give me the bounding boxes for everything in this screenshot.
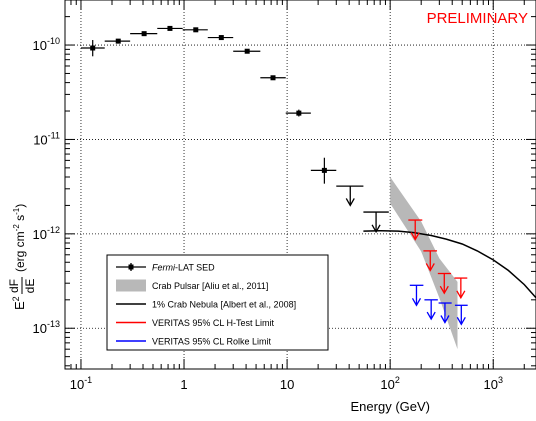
legend-swatch-band xyxy=(116,279,146,292)
y-label-unit-close: ) xyxy=(13,204,27,208)
rolke-ul-3-head xyxy=(456,317,466,326)
legend-label-0: Fermi-LAT SED xyxy=(152,263,215,273)
crab-nebula-line xyxy=(363,229,536,299)
legend-entry-0: Fermi-LAT SED xyxy=(116,263,215,273)
rolke-ul-0 xyxy=(409,284,424,307)
fermi-point-6 xyxy=(233,48,261,54)
fermi-marker xyxy=(218,35,224,41)
crab-nebula-line-layer xyxy=(363,229,536,299)
rolke-ul-0-head xyxy=(411,297,422,307)
fermi-point-1 xyxy=(104,38,131,44)
fermi-point-3 xyxy=(157,25,183,31)
htest-ul-2 xyxy=(437,272,452,295)
y-tick-label-3: 10-10 xyxy=(33,36,60,53)
crab-pulsar-band-layer xyxy=(390,177,458,350)
htest-ul-0 xyxy=(408,219,423,241)
legend-label-2: 1% Crab Nebula [Albert et al., 2008] xyxy=(152,300,296,310)
rolke-ul-2 xyxy=(438,302,452,324)
rolke-ul-3 xyxy=(454,304,468,326)
x-tick-label-3: 102 xyxy=(380,375,399,392)
fermi-marker xyxy=(141,31,147,37)
y-label-unit-mid: s xyxy=(13,215,27,224)
htest-ul-0-head xyxy=(410,232,420,241)
htest-ul-1-head xyxy=(425,263,435,272)
legend-box xyxy=(106,254,329,351)
legend-entry-4: VERITAS 95% CL Rolke Limit xyxy=(116,337,272,347)
fermi-point-2 xyxy=(130,31,158,37)
fermi-marker xyxy=(193,27,199,33)
legend-label-3: VERITAS 95% CL H-Test Limit xyxy=(152,318,275,328)
fermi-point-9 xyxy=(310,157,337,184)
fermi-marker xyxy=(321,167,327,173)
y-label-unit-sup1: -2 xyxy=(12,224,21,232)
legend-label-1: Crab Pulsar [Aliu et al., 2011] xyxy=(152,281,268,291)
htest-ul-1 xyxy=(423,250,438,272)
y-label-frac-num: dF xyxy=(7,279,21,293)
svg-text:(erg cm-2 s-1): (erg cm-2 s-1) xyxy=(12,204,27,272)
y-axis-label: E2 dF dE (erg cm-2 s-1) xyxy=(7,204,37,310)
legend-swatch-marker xyxy=(128,264,134,270)
x-tick-label-4: 103 xyxy=(483,375,502,392)
y-label-e: E xyxy=(12,301,27,310)
fermi-ul-1 xyxy=(363,211,389,234)
x-axis-label: Energy (GeV) xyxy=(351,399,430,414)
crab-pulsar-band xyxy=(390,177,458,350)
rolke-ul-2-head xyxy=(440,315,450,324)
fermi-marker xyxy=(244,48,250,54)
rolke-ul-1-head xyxy=(426,311,436,321)
legend-entry-3: VERITAS 95% CL H-Test Limit xyxy=(116,318,275,328)
legend-entry-2: 1% Crab Nebula [Albert et al., 2008] xyxy=(116,300,296,310)
y-label-frac-den: dE xyxy=(23,279,37,294)
fermi-marker xyxy=(296,110,302,116)
fermi-point-4 xyxy=(182,27,208,33)
htest-ul-3 xyxy=(454,277,468,300)
x-tick-label-0: 10-1 xyxy=(70,375,92,392)
fermi-point-5 xyxy=(207,35,234,41)
rolke-ul-1 xyxy=(424,299,438,321)
fermi-ul-0-head xyxy=(345,198,355,207)
legend: Fermi-LAT SED Crab Pulsar [Aliu et al., 2… xyxy=(106,254,329,351)
legend-label-4: VERITAS 95% CL Rolke Limit xyxy=(152,337,272,347)
svg-text:E2: E2 xyxy=(11,296,27,310)
fermi-marker xyxy=(115,38,121,44)
y-label-e-sup: 2 xyxy=(11,296,21,301)
fermi-marker xyxy=(270,75,276,81)
y-tick-label-2: 10-11 xyxy=(33,130,60,147)
y-tick-label-1: 10-12 xyxy=(33,225,60,242)
x-tick-label-2: 10 xyxy=(280,377,294,392)
fermi-point-8 xyxy=(285,109,311,117)
legend-entry-1: Crab Pulsar [Aliu et al., 2011] xyxy=(116,279,268,292)
fermi-point-0 xyxy=(80,40,105,57)
y-label-unit-sup2: -1 xyxy=(12,207,21,215)
y-label-unit-open: (erg cm xyxy=(13,231,27,272)
fermi-ul-0 xyxy=(336,185,364,207)
preliminary-watermark: PRELIMINARY xyxy=(427,10,528,27)
htest-ul-3-head xyxy=(456,290,466,300)
data-marks xyxy=(80,25,468,326)
fermi-point-7 xyxy=(260,75,286,81)
fermi-marker xyxy=(167,25,173,31)
htest-ul-2-head xyxy=(439,285,449,295)
fermi-marker xyxy=(90,45,96,51)
fermi-ul-1-head xyxy=(371,224,381,234)
axis-ticks xyxy=(64,0,536,369)
y-tick-label-0: 10-13 xyxy=(33,319,60,336)
x-tick-label-1: 1 xyxy=(180,377,187,392)
legend-entries: Fermi-LAT SED Crab Pulsar [Aliu et al., 2… xyxy=(116,263,296,347)
